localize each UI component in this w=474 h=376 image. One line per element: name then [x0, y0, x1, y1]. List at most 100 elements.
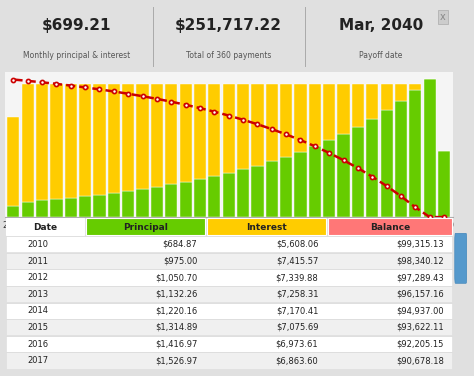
Bar — [381, 84, 393, 110]
Bar — [294, 152, 307, 217]
Bar — [137, 189, 149, 217]
Text: 2017: 2017 — [27, 356, 48, 365]
Text: $1,220.16: $1,220.16 — [155, 306, 197, 315]
Bar — [79, 84, 91, 196]
Bar — [309, 84, 321, 146]
Bar — [180, 84, 192, 182]
FancyBboxPatch shape — [6, 269, 452, 286]
Bar — [36, 84, 48, 200]
FancyBboxPatch shape — [6, 236, 452, 252]
Bar — [337, 134, 350, 217]
Bar — [352, 84, 364, 127]
FancyBboxPatch shape — [6, 336, 452, 352]
Bar — [151, 187, 163, 217]
Bar — [294, 84, 307, 152]
Text: $7,258.31: $7,258.31 — [276, 290, 318, 299]
Bar — [64, 84, 77, 198]
FancyBboxPatch shape — [6, 253, 452, 269]
Bar — [251, 84, 264, 165]
Bar — [151, 84, 163, 187]
Text: $92,205.15: $92,205.15 — [396, 340, 444, 349]
Text: $1,132.26: $1,132.26 — [155, 290, 197, 299]
Text: Mar, 2040: Mar, 2040 — [339, 18, 423, 33]
Text: $6,973.61: $6,973.61 — [276, 340, 318, 349]
Bar — [409, 84, 421, 90]
Bar — [309, 146, 321, 217]
Bar — [208, 84, 220, 176]
FancyBboxPatch shape — [6, 218, 84, 235]
Text: $98,340.12: $98,340.12 — [396, 256, 444, 265]
Text: Balance: Balance — [370, 223, 410, 232]
Bar — [265, 84, 278, 161]
Text: $7,339.88: $7,339.88 — [275, 273, 318, 282]
Text: Principal: Principal — [123, 223, 168, 232]
Text: x: x — [440, 12, 446, 21]
Bar — [424, 79, 436, 217]
Bar — [366, 119, 378, 217]
FancyBboxPatch shape — [6, 286, 452, 302]
Bar — [50, 199, 63, 217]
FancyBboxPatch shape — [6, 319, 452, 335]
Bar — [280, 84, 292, 157]
Bar — [366, 84, 378, 119]
Text: Date: Date — [33, 223, 57, 232]
Bar — [79, 196, 91, 217]
Bar — [7, 206, 19, 217]
Bar — [337, 84, 350, 134]
Text: $684.87: $684.87 — [163, 240, 197, 249]
Text: 2016: 2016 — [27, 340, 48, 349]
Text: $94,937.00: $94,937.00 — [396, 306, 444, 315]
Bar — [237, 84, 249, 169]
Text: $251,717.22: $251,717.22 — [175, 18, 282, 33]
Bar — [165, 184, 177, 217]
FancyBboxPatch shape — [328, 218, 452, 235]
Text: Monthly principal & interest: Monthly principal & interest — [23, 51, 130, 60]
Text: 2015: 2015 — [27, 323, 48, 332]
Bar — [7, 117, 19, 206]
Text: $90,678.18: $90,678.18 — [396, 356, 444, 365]
Text: $1,050.70: $1,050.70 — [155, 273, 197, 282]
Bar — [323, 141, 335, 217]
Bar — [223, 84, 235, 173]
Bar — [93, 84, 106, 195]
Bar — [137, 84, 149, 189]
Bar — [108, 84, 120, 193]
Bar — [237, 169, 249, 217]
Text: 2011: 2011 — [27, 256, 48, 265]
Text: $7,075.69: $7,075.69 — [276, 323, 318, 332]
Text: Interest: Interest — [246, 223, 287, 232]
Bar — [64, 198, 77, 217]
Text: $1,416.97: $1,416.97 — [155, 340, 197, 349]
Bar — [395, 101, 407, 217]
Bar — [122, 84, 134, 191]
Bar — [323, 84, 335, 141]
Text: $97,289.43: $97,289.43 — [396, 273, 444, 282]
Bar — [438, 150, 450, 217]
Bar — [22, 84, 34, 202]
Bar — [93, 195, 106, 217]
Text: $6,863.60: $6,863.60 — [275, 356, 318, 365]
Text: $7,415.57: $7,415.57 — [276, 256, 318, 265]
Bar — [108, 193, 120, 217]
Text: Payoff date: Payoff date — [359, 51, 403, 60]
Bar — [251, 165, 264, 217]
Bar — [208, 176, 220, 217]
Text: 2012: 2012 — [27, 273, 48, 282]
Text: $1,526.97: $1,526.97 — [155, 356, 197, 365]
Bar — [194, 179, 206, 217]
Text: 2014: 2014 — [27, 306, 48, 315]
FancyBboxPatch shape — [455, 233, 467, 283]
FancyBboxPatch shape — [6, 352, 452, 368]
Text: $1,314.89: $1,314.89 — [155, 323, 197, 332]
Bar — [352, 127, 364, 217]
Bar — [409, 90, 421, 217]
Bar — [36, 200, 48, 217]
Text: $5,608.06: $5,608.06 — [276, 240, 318, 249]
Bar — [180, 182, 192, 217]
Text: Total of 360 payments: Total of 360 payments — [186, 51, 272, 60]
FancyBboxPatch shape — [6, 303, 452, 319]
Bar — [194, 84, 206, 179]
FancyBboxPatch shape — [207, 218, 327, 235]
Bar — [265, 161, 278, 217]
Text: $7,170.41: $7,170.41 — [276, 306, 318, 315]
